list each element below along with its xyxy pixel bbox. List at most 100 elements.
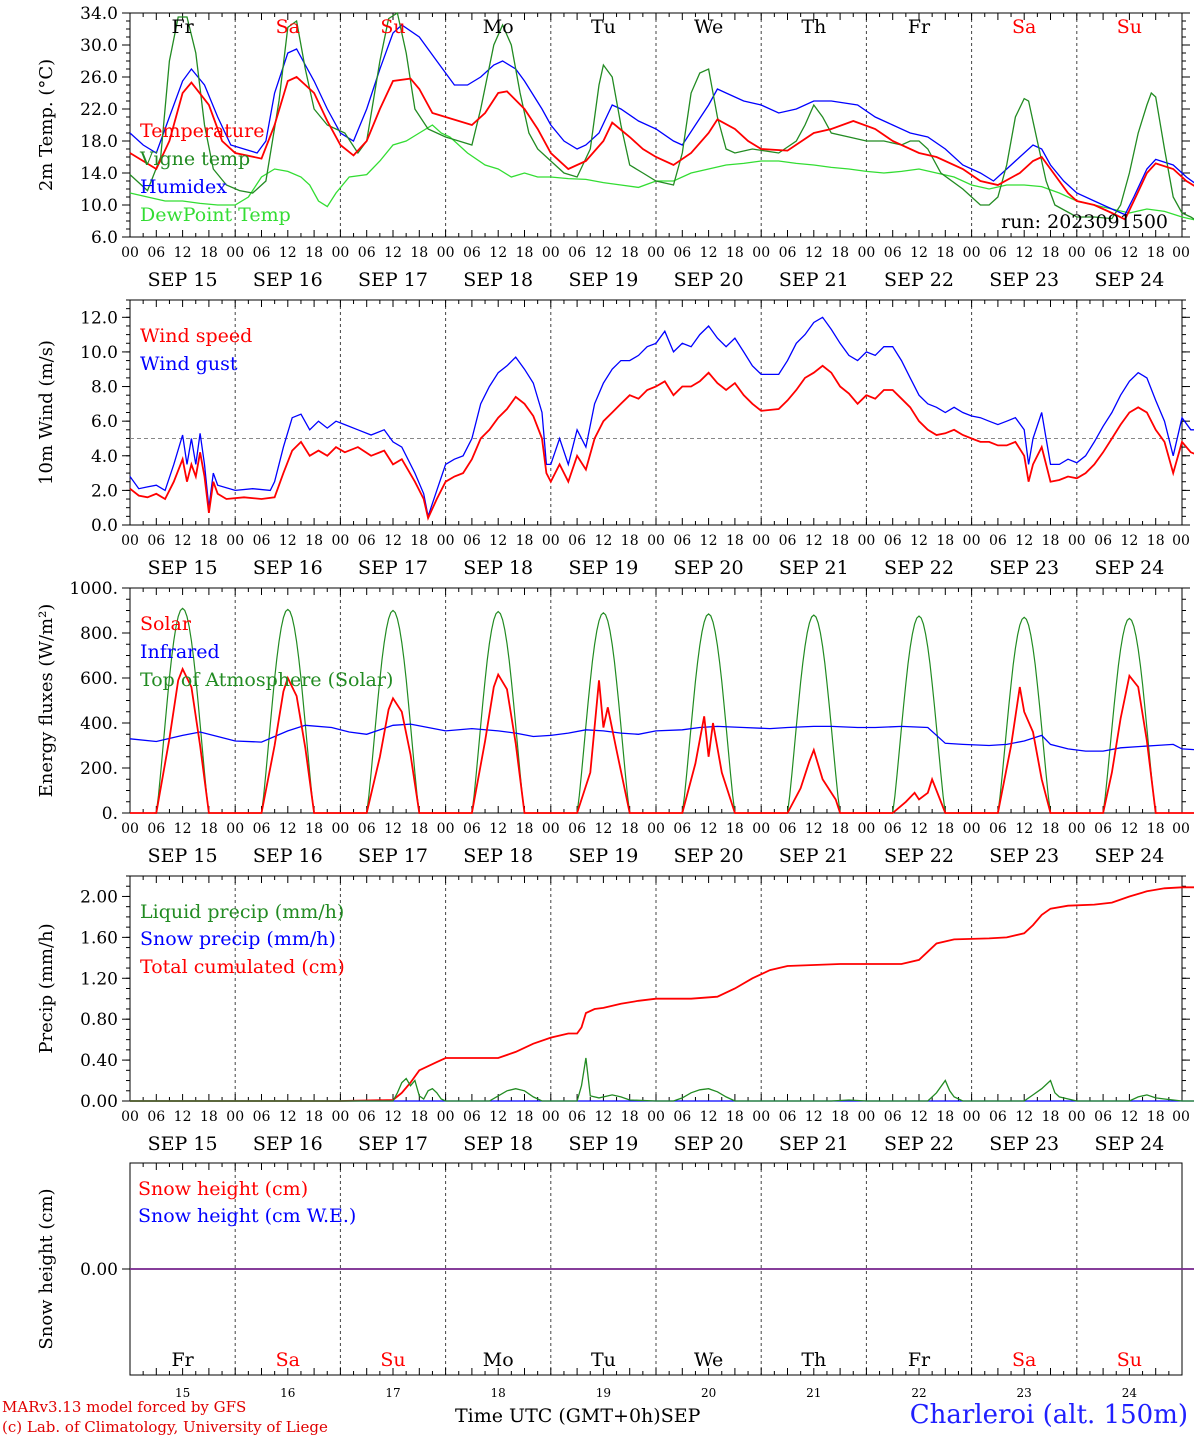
hour-label: 00 bbox=[331, 1109, 349, 1125]
legend-entry: Infrared bbox=[140, 641, 220, 663]
weekday-label: Fr bbox=[908, 16, 931, 38]
weekday-label: Sa bbox=[1012, 1349, 1036, 1371]
hour-label: 18 bbox=[831, 1109, 849, 1125]
hour-label: 18 bbox=[305, 245, 323, 261]
hour-label: 18 bbox=[200, 245, 218, 261]
hour-label: 18 bbox=[516, 533, 534, 549]
legend-entry: Temperature bbox=[140, 120, 264, 142]
hour-label: 00 bbox=[752, 245, 770, 261]
hour-label: 06 bbox=[463, 533, 481, 549]
hour-label: 18 bbox=[305, 1109, 323, 1125]
y-tick-label: 10.0 bbox=[80, 343, 118, 363]
hour-label: 06 bbox=[779, 245, 797, 261]
date-label: SEP 18 bbox=[463, 845, 533, 867]
hour-label: 00 bbox=[647, 1109, 665, 1125]
hour-label: 18 bbox=[936, 533, 954, 549]
hour-label: 12 bbox=[279, 245, 297, 261]
hour-label: 18 bbox=[831, 533, 849, 549]
date-label: SEP 16 bbox=[253, 1133, 323, 1155]
panel-5: 0.00 Snow height (cm) Snow height (cm) Snow… bbox=[36, 1162, 1194, 1400]
hour-label: 18 bbox=[410, 821, 428, 837]
hour-label: 12 bbox=[700, 1109, 718, 1125]
y-tick-label: 0. bbox=[102, 804, 118, 824]
date-label: SEP 23 bbox=[989, 557, 1059, 579]
y-tick-label: 2.0 bbox=[91, 481, 118, 501]
hour-label: 12 bbox=[594, 1109, 612, 1125]
weekday-label: Su bbox=[380, 1349, 405, 1371]
legend-entry: Snow precip (mm/h) bbox=[140, 928, 336, 950]
panel-2: 12.0 10.0 8.0 6.0 4.0 2.0 0.0 10m Wind (m/s) Win… bbox=[36, 299, 1194, 579]
weekday-label: Su bbox=[1117, 1349, 1142, 1371]
hour-label: 12 bbox=[805, 821, 823, 837]
y-tick-label: 18.0 bbox=[80, 132, 118, 152]
weekday-label: Su bbox=[380, 16, 405, 38]
date-label: SEP 24 bbox=[1094, 1133, 1164, 1155]
hour-label: 18 bbox=[936, 245, 954, 261]
series-line-humidex bbox=[129, 24, 1194, 216]
hour-label: 12 bbox=[1120, 1109, 1138, 1125]
date-label: SEP 20 bbox=[674, 1133, 744, 1155]
hour-label: 06 bbox=[358, 245, 376, 261]
y-tick-label: 0.80 bbox=[80, 1010, 118, 1030]
hour-label: 00 bbox=[647, 821, 665, 837]
hour-label: 18 bbox=[726, 533, 744, 549]
hour-label: 06 bbox=[253, 245, 271, 261]
day-number-label: 17 bbox=[385, 1386, 400, 1400]
day-number-label: 24 bbox=[1122, 1386, 1138, 1400]
y-axis-label: Precip (mm/h) bbox=[36, 923, 57, 1053]
hour-label: 18 bbox=[410, 1109, 428, 1125]
hour-label: 12 bbox=[910, 533, 928, 549]
weekday-label: Tu bbox=[591, 1349, 616, 1371]
hour-label: 12 bbox=[489, 533, 507, 549]
hour-label: 06 bbox=[253, 1109, 271, 1125]
weekday-label: Th bbox=[801, 16, 826, 38]
hour-label: 00 bbox=[542, 821, 560, 837]
hour-label: 00 bbox=[1068, 1109, 1086, 1125]
date-label: SEP 24 bbox=[1094, 845, 1164, 867]
hour-label: 06 bbox=[1094, 821, 1112, 837]
hour-label: 18 bbox=[1042, 533, 1060, 549]
hour-label: 18 bbox=[516, 821, 534, 837]
date-label: SEP 17 bbox=[358, 845, 428, 867]
hour-label: 12 bbox=[174, 533, 192, 549]
hour-label: 06 bbox=[1094, 1109, 1112, 1125]
series-line-temperature bbox=[129, 75, 1194, 221]
date-label: SEP 19 bbox=[568, 845, 638, 867]
date-label: SEP 15 bbox=[148, 845, 218, 867]
hour-label: 06 bbox=[884, 1109, 902, 1125]
date-label: SEP 22 bbox=[884, 269, 954, 291]
y-tick-label: 30.0 bbox=[80, 36, 118, 56]
hour-label: 06 bbox=[147, 821, 165, 837]
day-number-label: 23 bbox=[1017, 1386, 1032, 1400]
legend-entry: Liquid precip (mm/h) bbox=[140, 901, 344, 923]
y-tick-label: 0.0 bbox=[91, 516, 118, 536]
hour-label: 06 bbox=[779, 1109, 797, 1125]
hour-label: 00 bbox=[752, 821, 770, 837]
series-line-liquid-precip-mm-h bbox=[130, 1057, 1194, 1102]
hour-label: 00 bbox=[331, 245, 349, 261]
hour-label: 12 bbox=[1015, 245, 1033, 261]
date-label: SEP 18 bbox=[463, 269, 533, 291]
date-label: SEP 23 bbox=[989, 845, 1059, 867]
date-label: SEP 21 bbox=[779, 269, 849, 291]
y-axis-label: 2m Temp. (°C) bbox=[36, 59, 57, 191]
hour-label: 18 bbox=[726, 1109, 744, 1125]
y-tick-label: 200. bbox=[80, 759, 118, 779]
weekday-label: Mo bbox=[483, 16, 514, 38]
hour-label: 00 bbox=[857, 533, 875, 549]
weekday-label: Fr bbox=[171, 16, 194, 38]
hour-label: 12 bbox=[805, 245, 823, 261]
weekday-label: Tu bbox=[591, 16, 616, 38]
hour-label: 12 bbox=[910, 1109, 928, 1125]
y-axis-label: Energy fluxes (W/m²) bbox=[36, 604, 57, 798]
hour-label: 12 bbox=[489, 821, 507, 837]
hour-label: 12 bbox=[594, 245, 612, 261]
hour-label: 00 bbox=[1172, 1109, 1190, 1125]
hour-label: 00 bbox=[752, 533, 770, 549]
hour-label: 00 bbox=[647, 533, 665, 549]
weekday-label: Mo bbox=[483, 1349, 514, 1371]
hour-label: 06 bbox=[884, 245, 902, 261]
weekday-label: Su bbox=[1117, 16, 1142, 38]
date-label: SEP 15 bbox=[148, 557, 218, 579]
y-tick-label: 400. bbox=[80, 714, 118, 734]
